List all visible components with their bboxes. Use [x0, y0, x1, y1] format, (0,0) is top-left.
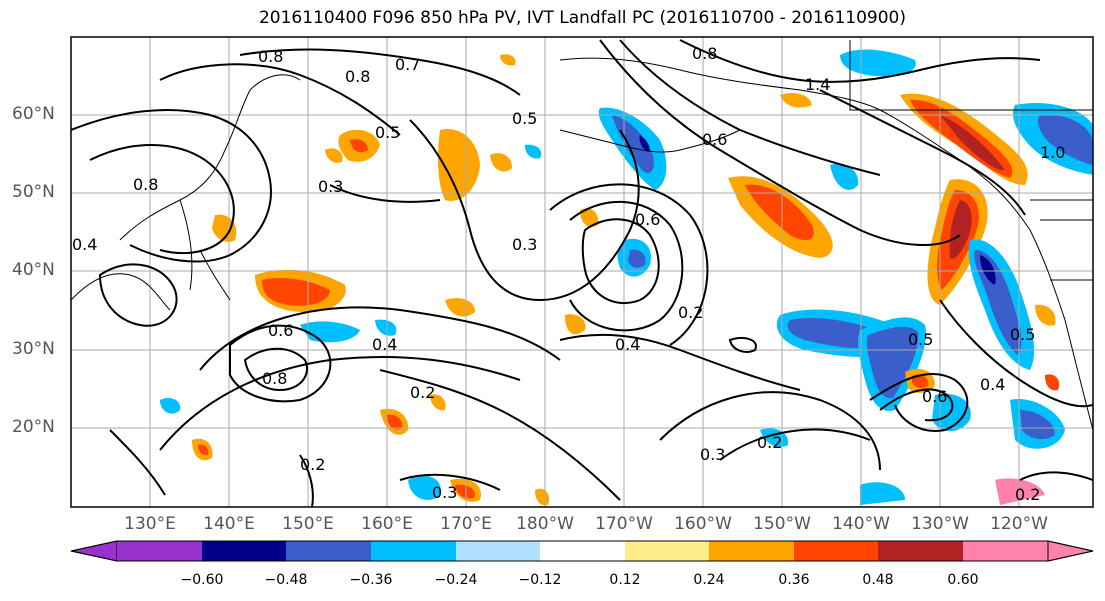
contour-label: 0.6 — [922, 387, 947, 406]
contour-label: 0.4 — [372, 335, 397, 354]
colorbar-segment — [794, 541, 878, 561]
colorbar-segment — [540, 541, 625, 561]
lat-label: 50°N — [12, 182, 55, 202]
pv-contours — [71, 39, 1093, 507]
lon-label: 180°W — [516, 514, 574, 534]
lon-label: 150°W — [753, 514, 811, 534]
colorbar-segment — [709, 541, 794, 561]
lat-label: 20°N — [12, 417, 55, 437]
contour-label: 0.2 — [410, 383, 435, 402]
colorbar-tick-label: −0.36 — [349, 572, 393, 588]
contour-label: 0.7 — [395, 55, 420, 74]
contour-label: 0.6 — [635, 210, 660, 229]
contour-label: 0.8 — [692, 44, 717, 63]
colorbar-tick-label: −0.48 — [264, 572, 308, 588]
contour-label: 0.4 — [980, 375, 1005, 394]
contour-label: 0.8 — [258, 47, 283, 66]
lat-label: 60°N — [12, 104, 55, 124]
contour-label: 0.6 — [702, 130, 727, 149]
contour-label: 0.5 — [375, 123, 400, 142]
colorbar-tick-label: 0.48 — [862, 572, 894, 588]
contour-label: 0.8 — [133, 175, 158, 194]
colorbar-tick-label: −0.12 — [518, 572, 562, 588]
contour-label-layer: 0.8 0.7 0.5 0.8 1.4 0.8 0.6 0.3 0.4 0.3 … — [72, 44, 1065, 504]
colorbar-tick-label: 0.24 — [693, 572, 725, 588]
map-frame — [70, 36, 1094, 508]
colorbar-segment — [202, 541, 286, 561]
lon-label: 160°E — [361, 514, 413, 534]
colorbar-tick-label: −0.60 — [180, 572, 224, 588]
shading-layer — [160, 49, 1093, 506]
colorbar-segment — [878, 541, 963, 561]
contour-label: 0.2 — [678, 303, 703, 322]
colorbar-segment — [625, 541, 709, 561]
contour-label: 1.4 — [805, 75, 830, 94]
colorbar-tick-label: 0.36 — [778, 572, 810, 588]
lon-label: 150°E — [282, 514, 334, 534]
contour-label: 0.5 — [512, 109, 537, 128]
lon-label: 130°E — [124, 514, 176, 534]
contour-label: 0.2 — [1015, 485, 1040, 504]
graticule — [71, 37, 1093, 507]
colorbar-extend-max — [1047, 540, 1094, 562]
contour-label: 1.0 — [1040, 143, 1065, 162]
contour-label: 0.3 — [318, 177, 343, 196]
lon-label: 120°W — [990, 514, 1048, 534]
lon-label: 170°E — [440, 514, 492, 534]
lon-label: 130°W — [911, 514, 969, 534]
colorbar-segment — [456, 541, 540, 561]
lat-label: 30°N — [12, 339, 55, 359]
lon-label: 140°E — [203, 514, 255, 534]
contour-label: 0.3 — [432, 483, 457, 502]
lon-label: 170°W — [595, 514, 653, 534]
colorbar-segment — [371, 541, 456, 561]
colorbar-tick-label: 0.12 — [609, 572, 641, 588]
colorbar-extend-min — [70, 540, 118, 562]
contour-label: 0.6 — [268, 321, 293, 340]
colorbar — [70, 540, 1094, 562]
colorbar-segment — [963, 541, 1048, 561]
contour-label: 0.3 — [700, 445, 725, 464]
colorbar-segment — [117, 541, 202, 561]
contour-label: 0.5 — [1010, 325, 1035, 344]
colorbar-tick-label: −0.24 — [434, 572, 478, 588]
contour-label: 0.4 — [615, 335, 640, 354]
lon-label: 140°W — [832, 514, 890, 534]
contour-label: 0.8 — [345, 67, 370, 86]
contour-label: 0.4 — [72, 235, 97, 254]
colorbar-tick-label: 0.60 — [947, 572, 979, 588]
lon-label: 160°W — [674, 514, 732, 534]
contour-label: 0.3 — [512, 235, 537, 254]
contour-label: 0.5 — [908, 330, 933, 349]
contour-label: 0.2 — [757, 433, 782, 452]
lat-label: 40°N — [12, 260, 55, 280]
contour-label: 0.8 — [262, 369, 287, 388]
contour-label: 0.2 — [300, 455, 325, 474]
colorbar-segment — [286, 541, 371, 561]
map-title: 2016110400 F096 850 hPa PV, IVT Landfall… — [258, 8, 906, 28]
colorbar-outline — [70, 540, 1094, 562]
